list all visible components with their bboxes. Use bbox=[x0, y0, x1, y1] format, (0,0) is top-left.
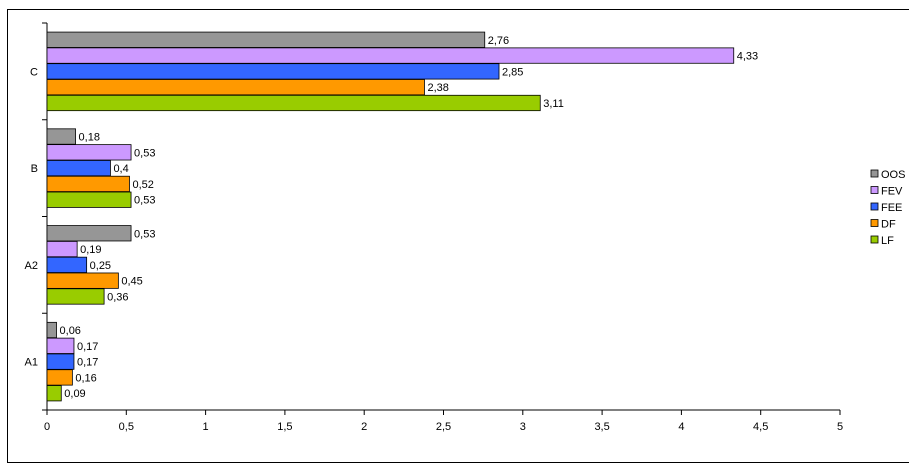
x-tick-label: 2 bbox=[361, 421, 367, 433]
data-label: 0,4 bbox=[113, 163, 128, 175]
data-label: 0,16 bbox=[75, 372, 96, 384]
legend-swatch-fee bbox=[870, 202, 879, 211]
bar-oos bbox=[46, 128, 76, 145]
data-label: 3,11 bbox=[543, 98, 564, 110]
y-category-label: A1 bbox=[25, 357, 38, 369]
bar-fee bbox=[46, 256, 88, 273]
data-label: 0,06 bbox=[60, 325, 81, 337]
legend-swatch-fev bbox=[870, 186, 879, 194]
x-tick-label: 4,5 bbox=[753, 421, 768, 433]
data-label: 0,25 bbox=[90, 260, 111, 272]
data-label: 0,18 bbox=[79, 132, 100, 144]
bar-fee bbox=[46, 353, 75, 370]
data-label: 0,53 bbox=[134, 228, 155, 240]
data-label: 4,33 bbox=[737, 51, 758, 63]
legend-label: DF bbox=[881, 219, 896, 231]
bar-lf bbox=[46, 191, 132, 208]
data-label: 0,52 bbox=[132, 179, 153, 191]
bar-fee bbox=[46, 63, 500, 80]
bar-lf bbox=[46, 288, 105, 305]
data-label: 0,17 bbox=[77, 341, 98, 353]
data-label: 0,17 bbox=[77, 357, 98, 369]
x-tick-label: 3,5 bbox=[594, 421, 609, 433]
x-tick-label: 0 bbox=[44, 421, 50, 433]
bar-fev bbox=[46, 240, 78, 258]
x-tick-label: 0,5 bbox=[119, 421, 134, 433]
bar-oos bbox=[46, 225, 132, 242]
data-label: 0,53 bbox=[134, 195, 155, 207]
bar-lf bbox=[46, 94, 541, 112]
legend-label: LF bbox=[881, 235, 894, 247]
x-tick-label: 3 bbox=[520, 421, 526, 433]
y-category-label: B bbox=[31, 163, 38, 175]
bar-df bbox=[46, 175, 130, 193]
data-label: 2,76 bbox=[488, 35, 509, 47]
bar-fev bbox=[46, 47, 735, 64]
data-label: 0,09 bbox=[64, 388, 85, 400]
data-label: 0,53 bbox=[134, 147, 155, 159]
y-category-label: A2 bbox=[25, 260, 38, 272]
bar-oos bbox=[46, 31, 486, 48]
data-label: 0,19 bbox=[80, 244, 101, 256]
x-tick-label: 5 bbox=[837, 421, 843, 433]
x-tick-label: 4 bbox=[678, 421, 684, 433]
legend-label: FEV bbox=[881, 186, 903, 198]
bar-df bbox=[46, 272, 119, 289]
x-tick-label: 1,5 bbox=[277, 421, 292, 433]
legend-label: FEE bbox=[881, 202, 902, 214]
bar-oos bbox=[46, 321, 57, 339]
bar-fev bbox=[46, 337, 75, 354]
x-tick-label: 2,5 bbox=[436, 421, 451, 433]
x-tick-label: 1 bbox=[203, 421, 209, 433]
y-category-label: C bbox=[30, 66, 38, 78]
bar-df bbox=[46, 79, 425, 96]
bar-fee bbox=[46, 160, 111, 177]
data-label: 2,38 bbox=[427, 82, 448, 94]
data-label: 2,85 bbox=[502, 66, 523, 78]
legend-swatch-oos bbox=[870, 169, 879, 178]
bar-fev bbox=[46, 144, 132, 161]
legend-label: OOS bbox=[881, 169, 905, 181]
data-label: 0,45 bbox=[121, 276, 142, 288]
bar-lf bbox=[46, 385, 62, 402]
legend-swatch-df bbox=[870, 219, 879, 227]
data-label: 0,36 bbox=[107, 291, 128, 303]
bar-df bbox=[46, 369, 73, 386]
legend-swatch-lf bbox=[870, 235, 879, 244]
